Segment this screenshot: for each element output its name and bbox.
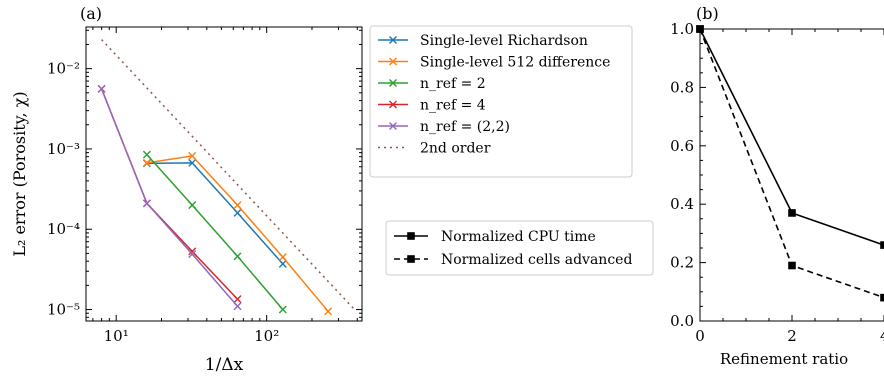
- data-point-normalized-cells-advanced: [696, 25, 704, 33]
- data-point-n-ref-2: [188, 201, 197, 210]
- legend-frame-a: [369, 25, 633, 178]
- x-ticks-a: [86, 27, 362, 321]
- data-point-normalized-cells-advanced: [880, 293, 884, 302]
- x-tick-label-a: 10¹: [104, 327, 129, 345]
- y-tick-label-b: 0.2: [670, 254, 694, 272]
- data-point-single-level-512-difference: [233, 201, 242, 210]
- y-tick-label-a: 10⁻²: [47, 60, 80, 78]
- tick-labels-b: 0.0 0.2 0.4 0.6 0.8 1.0 0 2 4: [670, 20, 884, 345]
- y-tick-label-b: 0.8: [670, 78, 694, 96]
- legend-label-single-level-richardson: Single-level Richardson: [420, 33, 588, 49]
- series-line-n-ref-2-2: [100, 88, 239, 307]
- legend-label-n-ref-4: n_ref = 4: [420, 98, 486, 114]
- x-tick-label-b: 0: [695, 327, 705, 345]
- y-axis-label-a: L₂ error (Porosity, χ): [10, 91, 29, 256]
- x-axis-label-b: Refinement ratio: [720, 350, 848, 368]
- series-group-b: [696, 25, 884, 302]
- y-tick-label-b: 0.0: [670, 312, 694, 330]
- legend-marker-n-ref-4: [389, 100, 397, 109]
- data-point-n-ref-2-2: [233, 302, 242, 311]
- performance-chart: (b) 0.0 0.2 0.4 0.6 0.8 1.0 0 2 4 Refinement rat…: [670, 4, 884, 368]
- x-tick-label-b: 2: [787, 327, 797, 345]
- y-tick-label-a: 10⁻³: [47, 140, 80, 158]
- legend-label-2nd-order: 2nd order: [420, 141, 491, 157]
- y-tick-label-b: 0.6: [670, 137, 694, 155]
- data-point-single-level-richardson: [233, 208, 242, 217]
- x-tick-label-a: 10²: [254, 327, 279, 345]
- data-point-n-ref-2-2: [142, 199, 151, 208]
- error-convergence-chart: (a) 10¹ 10² 10⁻⁵ 10⁻⁴ 10⁻³ 10⁻² 1/Δx L₂ error…: [10, 4, 363, 375]
- legend-a: Single-level Richardson Single-level 512 …: [369, 25, 633, 178]
- series-line-2nd-order: [101, 39, 355, 310]
- x-axis-label-a: 1/Δx: [205, 355, 244, 375]
- tick-labels-a: 10¹ 10² 10⁻⁵ 10⁻⁴ 10⁻³ 10⁻²: [47, 60, 279, 345]
- series-line-n-ref-2: [146, 154, 284, 310]
- legend-label-normalized-cpu-time: Normalized CPU time: [441, 229, 596, 245]
- data-point-n-ref-2: [142, 150, 151, 159]
- panel-label-a: (a): [80, 4, 102, 23]
- legend-b: Normalized CPU time Normalized cells adva…: [385, 220, 654, 276]
- legend-marker-single-level-512-difference: [389, 57, 397, 66]
- legend-label-n-ref-2: n_ref = 2: [420, 76, 486, 92]
- legend-marker-normalized-cpu-time: [407, 232, 415, 240]
- ticks-b: [699, 28, 884, 322]
- data-point-single-level-512-difference: [278, 253, 287, 262]
- legend-label-single-level-512-difference: Single-level 512 difference: [420, 55, 610, 71]
- data-point-single-level-richardson: [278, 259, 287, 268]
- data-point-normalized-cpu-time: [880, 241, 884, 249]
- y-tick-label-b: 1.0: [670, 20, 694, 38]
- series-line-normalized-cells-advanced: [699, 28, 884, 299]
- y-tick-label-a: 10⁻⁴: [47, 220, 80, 238]
- y-tick-label-a: 10⁻⁵: [47, 301, 80, 319]
- data-point-single-level-512-difference: [142, 158, 151, 167]
- legend-marker-n-ref-2: [389, 79, 397, 87]
- data-point-single-level-512-difference: [324, 307, 333, 316]
- data-point-single-level-512-difference: [188, 151, 197, 160]
- x-tick-label-b: 4: [880, 327, 884, 345]
- data-point-normalized-cpu-time: [788, 209, 796, 217]
- legend-marker-normalized-cells-advanced: [407, 255, 415, 263]
- legend-label-n-ref-2-2: n_ref = (2,2): [420, 119, 510, 135]
- data-point-n-ref-2-2: [188, 250, 197, 259]
- data-point-n-ref-2: [233, 252, 242, 261]
- legend-frame-b: [385, 220, 654, 276]
- series-line-n-ref-4: [100, 88, 239, 300]
- data-point-n-ref-2: [278, 305, 287, 314]
- panel-label-b: (b): [696, 4, 719, 23]
- data-point-n-ref-4: [188, 247, 197, 256]
- legend-label-normalized-cells-advanced: Normalized cells advanced: [441, 252, 632, 268]
- data-point-n-ref-4: [233, 295, 242, 304]
- series-line-single-level-richardson: [146, 162, 284, 265]
- data-point-normalized-cells-advanced: [788, 261, 796, 270]
- plot-area-a: [85, 26, 363, 322]
- plot-area-b: [699, 28, 884, 322]
- legend-marker-n-ref-2-2: [389, 122, 397, 130]
- y-tick-label-b: 0.4: [670, 195, 694, 213]
- data-point-single-level-richardson: [188, 158, 197, 167]
- data-point-n-ref-2-2: [97, 84, 106, 93]
- legend-marker-single-level-richardson: [389, 36, 397, 44]
- series-group-a: [97, 39, 355, 316]
